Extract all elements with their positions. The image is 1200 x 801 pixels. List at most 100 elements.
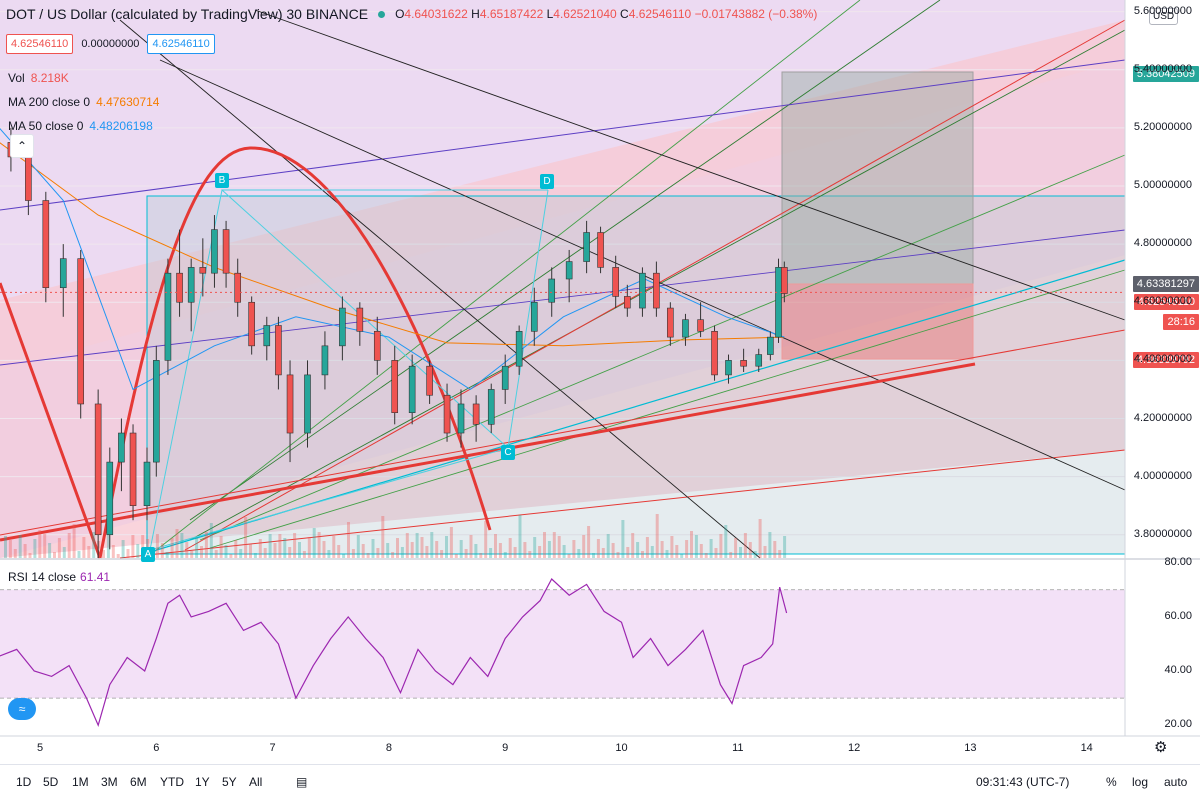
high-value: 4.65187422 xyxy=(479,7,544,21)
volume-bar xyxy=(557,536,561,558)
candle xyxy=(176,272,183,303)
candle xyxy=(94,403,102,536)
ma200-study[interactable]: MA 200 close 0 4.47630714 xyxy=(8,95,160,109)
volume-bar xyxy=(748,542,752,558)
time-tick-label: 9 xyxy=(502,742,509,754)
volume-bar xyxy=(48,543,52,558)
range-button[interactable]: 5D xyxy=(43,775,59,789)
settings-gear-icon[interactable]: ⚙ xyxy=(1154,739,1168,756)
volume-bar xyxy=(366,553,370,558)
volume-bar xyxy=(636,542,640,558)
range-button[interactable]: 1Y xyxy=(195,775,210,789)
volume-bar xyxy=(582,535,586,558)
price-tick-label: 4.60000000 xyxy=(1133,295,1192,308)
time-tick-label: 6 xyxy=(153,742,160,754)
overlap-fill xyxy=(0,60,1125,558)
collapse-legend-button[interactable]: ⌃ xyxy=(10,134,34,158)
volume-bar xyxy=(420,537,424,558)
volume-bar xyxy=(239,549,243,558)
green-line xyxy=(189,0,941,521)
ma50-study[interactable]: MA 50 close 0 4.48206198 xyxy=(8,119,153,133)
volume-bar xyxy=(430,532,434,558)
candle xyxy=(697,319,704,332)
candle xyxy=(653,272,660,309)
volume-bar xyxy=(469,535,473,558)
volume-bar xyxy=(435,541,439,558)
range-button[interactable]: 6M xyxy=(130,775,147,789)
volume-bar xyxy=(704,553,708,558)
auto-toggle[interactable]: auto xyxy=(1164,775,1188,789)
volume-bar xyxy=(131,535,135,558)
volume-bar xyxy=(763,546,767,558)
volume-bar xyxy=(185,542,189,558)
rsi-legend[interactable]: RSI 14 close 61.41 xyxy=(8,570,111,584)
pattern-point-label: A xyxy=(141,547,155,562)
volume-bar xyxy=(317,532,321,558)
volume-bar xyxy=(508,538,512,558)
volume-bar xyxy=(655,514,659,558)
volume-study[interactable]: Vol 8.218K xyxy=(8,71,69,85)
time-tick-label: 10 xyxy=(615,742,628,754)
low-value: 4.62521040 xyxy=(553,7,617,21)
ma50-line xyxy=(0,127,785,391)
price-tag: 5.38042509 xyxy=(1132,66,1199,82)
price-tick-label: 5.20000000 xyxy=(1133,120,1192,133)
volume-bar xyxy=(459,540,463,558)
candle xyxy=(740,360,747,367)
volume-bar xyxy=(190,551,194,558)
market-status-dot xyxy=(378,10,386,18)
currency-label[interactable]: USD xyxy=(1149,8,1179,25)
percent-toggle[interactable]: % xyxy=(1106,775,1117,789)
volume-bar xyxy=(489,548,493,558)
clock[interactable]: 09:31:43 (UTC-7) xyxy=(976,775,1070,789)
range-button[interactable]: 3M xyxy=(101,775,118,789)
volume-bar xyxy=(577,549,581,558)
volume-bar xyxy=(249,544,252,558)
volume-bar xyxy=(405,533,409,558)
spread-value: 0.00000000 xyxy=(81,38,140,50)
volume-bar xyxy=(102,550,105,558)
red-trend-line xyxy=(0,329,1126,536)
log-toggle[interactable]: log xyxy=(1132,775,1149,789)
green-line xyxy=(209,269,1126,549)
candle xyxy=(339,307,346,347)
volume-bar xyxy=(587,526,591,558)
volume-bar xyxy=(57,538,61,558)
volume-bar xyxy=(72,524,76,558)
candle xyxy=(248,301,255,347)
range-button[interactable]: 5Y xyxy=(222,775,237,789)
volume-bar xyxy=(440,550,444,558)
volume-bar xyxy=(307,537,311,558)
volume-bar xyxy=(283,538,287,558)
volume-bar xyxy=(528,551,532,558)
volume-bar xyxy=(396,538,399,558)
volume-bar xyxy=(244,517,248,558)
volume-bar xyxy=(538,546,542,558)
ma200-line xyxy=(0,142,785,347)
stop-zone xyxy=(781,283,974,360)
sell-button[interactable]: 4.62546110 xyxy=(6,34,74,54)
volume-bar xyxy=(626,547,630,558)
range-button[interactable]: All xyxy=(249,775,263,789)
range-button[interactable]: YTD xyxy=(160,775,184,789)
price-tick-label: 5.00000000 xyxy=(1133,179,1192,191)
range-button[interactable]: 1M xyxy=(72,775,89,789)
time-tick-label: 11 xyxy=(732,742,744,754)
volume-bar xyxy=(302,551,306,558)
price-tick-label: 5.40000000 xyxy=(1133,62,1192,75)
buy-button[interactable]: 4.62546110 xyxy=(147,34,215,54)
volume-bar xyxy=(82,537,86,558)
volume-bar xyxy=(734,538,738,558)
price-tick-label: 3.80000000 xyxy=(1133,527,1192,540)
volume-bar xyxy=(160,543,164,558)
time-tick-label: 14 xyxy=(1080,742,1093,754)
range-button[interactable]: 1D xyxy=(16,775,32,789)
volume-bar xyxy=(601,548,605,558)
symbol-title[interactable]: DOT / US Dollar (calculated by TradingVi… xyxy=(6,6,369,22)
tradingview-logo[interactable]: ≈ xyxy=(8,698,36,720)
date-range-icon[interactable]: ▤ xyxy=(296,775,308,789)
candle xyxy=(286,374,294,434)
volume-bar xyxy=(136,544,140,558)
volume-bar xyxy=(263,548,267,558)
